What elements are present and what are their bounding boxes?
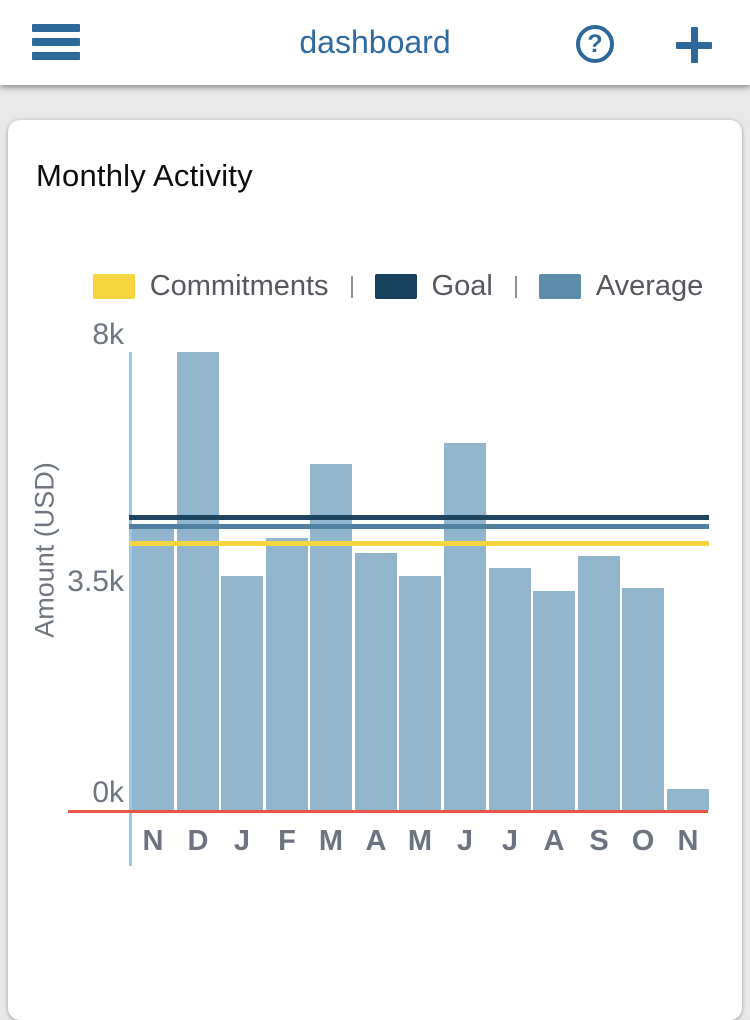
y-axis-line: [129, 352, 132, 866]
average-line: [129, 524, 709, 529]
bar-M-4[interactable]: [310, 464, 352, 810]
x-tick-F-3: F: [278, 825, 296, 857]
goal-line: [129, 515, 709, 520]
x-tick-J-2: J: [233, 825, 251, 857]
legend-swatch-goal: [374, 274, 417, 299]
menu-icon[interactable]: [32, 24, 80, 60]
menu-bar: [32, 52, 80, 60]
legend-label: Goal: [431, 270, 493, 302]
x-tick-O-11: O: [631, 825, 655, 857]
legend-item-commitments[interactable]: Commitments: [92, 270, 329, 303]
bar-A-9[interactable]: [533, 591, 575, 810]
bar-N-12[interactable]: [667, 789, 709, 810]
y-axis-title: Amount (USD): [29, 462, 60, 638]
bar-N-0[interactable]: [132, 529, 174, 810]
menu-bar: [32, 24, 80, 32]
legend-label: Commitments: [149, 270, 329, 302]
bar-A-5[interactable]: [355, 553, 397, 810]
legend-swatch-commitments: [92, 274, 135, 299]
card-title: Monthly Activity: [36, 158, 253, 193]
bar-O-11[interactable]: [622, 588, 664, 810]
x-tick-A-5: A: [365, 825, 387, 857]
legend-separator: [514, 275, 517, 298]
page-title: dashboard: [299, 24, 451, 60]
y-tick-8k: 8k: [92, 318, 124, 351]
bar-S-10[interactable]: [578, 556, 620, 810]
legend-label: Average: [595, 270, 704, 302]
legend-item-goal[interactable]: Goal: [374, 270, 493, 303]
x-tick-J-8: J: [501, 825, 519, 857]
bar-F-3[interactable]: [266, 538, 308, 810]
x-tick-N-12: N: [677, 825, 699, 857]
chart-area: Amount (USD) 0k 3.5k 8k N D J F M A M J J A S O N: [8, 120, 742, 1020]
bar-M-6[interactable]: [399, 576, 441, 810]
menu-bar: [32, 38, 80, 46]
chart-legend: Commitments Goal Average: [8, 270, 742, 303]
y-tick-3.5k: 3.5k: [67, 565, 124, 598]
x-tick-A-9: A: [543, 825, 565, 857]
help-icon[interactable]: ?: [576, 25, 614, 63]
monthly-activity-card: Monthly Activity Commitments Goal Average …: [8, 120, 742, 1020]
bar-D-1[interactable]: [177, 352, 219, 810]
x-tick-N-0: N: [142, 825, 164, 857]
legend-item-average[interactable]: Average: [538, 270, 704, 303]
bar-J-7[interactable]: [444, 443, 486, 810]
bar-J-8[interactable]: [489, 568, 531, 810]
x-axis-line: [68, 810, 708, 813]
app-bar: dashboard ?: [0, 0, 750, 85]
commitments-line: [129, 541, 709, 546]
x-tick-M-4: M: [318, 825, 344, 857]
x-tick-M-6: M: [407, 825, 433, 857]
x-tick-J-7: J: [456, 825, 474, 857]
x-tick-D-1: D: [187, 825, 209, 857]
bar-J-2[interactable]: [221, 576, 263, 810]
legend-separator: [350, 275, 353, 298]
x-tick-S-10: S: [589, 825, 609, 857]
y-tick-0k: 0k: [92, 776, 124, 809]
legend-swatch-average: [538, 274, 581, 299]
add-icon[interactable]: [676, 27, 712, 63]
